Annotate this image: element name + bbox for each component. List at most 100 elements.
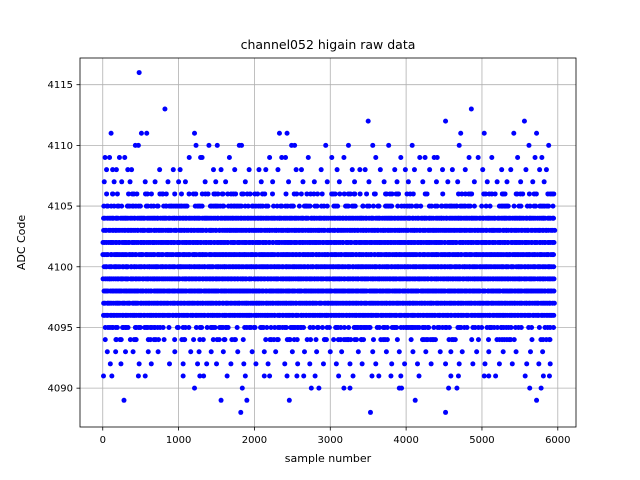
data-point: [114, 324, 120, 330]
data-point: [536, 361, 542, 367]
data-point: [502, 191, 508, 197]
y-tick-label: 4105: [48, 202, 73, 213]
data-point: [197, 373, 203, 379]
y-tick-label: 4100: [48, 262, 73, 273]
data-point: [526, 142, 532, 148]
data-point: [480, 167, 486, 173]
data-point: [346, 324, 352, 330]
data-point: [119, 203, 125, 209]
data-point: [307, 361, 313, 367]
data-point: [239, 142, 245, 148]
data-point: [256, 167, 262, 173]
data-point: [324, 179, 330, 185]
data-point: [220, 349, 226, 355]
data-point: [529, 337, 535, 343]
data-point: [308, 385, 314, 391]
data-point: [235, 349, 241, 355]
data-point: [412, 397, 418, 403]
data-point: [445, 179, 451, 185]
data-point: [204, 361, 210, 367]
data-point: [264, 324, 270, 330]
data-point: [195, 361, 201, 367]
data-point: [182, 337, 188, 343]
data-point: [160, 324, 166, 330]
data-point: [199, 155, 205, 161]
data-point: [546, 373, 552, 379]
data-point: [357, 167, 363, 173]
data-point: [483, 203, 489, 209]
data-point: [494, 179, 500, 185]
data-point: [468, 106, 474, 112]
data-point: [261, 349, 267, 355]
data-point: [119, 179, 125, 185]
data-point: [433, 179, 439, 185]
data-point: [367, 324, 373, 330]
data-point: [529, 324, 535, 330]
data-point: [274, 203, 280, 209]
data-point: [373, 361, 379, 367]
data-point: [455, 373, 461, 379]
data-point: [172, 337, 178, 343]
data-point: [518, 203, 524, 209]
data-point: [192, 130, 198, 136]
data-point: [202, 179, 208, 185]
data-point: [496, 361, 502, 367]
data-point: [345, 203, 351, 209]
data-point: [551, 288, 557, 294]
data-point: [331, 337, 337, 343]
data-point: [301, 349, 307, 355]
data-point: [295, 361, 301, 367]
data-point: [551, 191, 557, 197]
data-point: [252, 324, 258, 330]
data-point: [210, 337, 216, 343]
data-point: [213, 179, 219, 185]
data-point: [470, 361, 476, 367]
data-point: [508, 324, 514, 330]
data-point: [389, 191, 395, 197]
data-point: [534, 130, 540, 136]
data-point: [135, 373, 141, 379]
data-point: [499, 167, 505, 173]
data-point: [222, 337, 228, 343]
data-point: [440, 191, 446, 197]
data-point: [341, 191, 347, 197]
x-tick-label: 5000: [469, 435, 494, 446]
data-point: [440, 167, 446, 173]
data-point: [224, 373, 230, 379]
data-point: [102, 155, 108, 161]
data-point: [186, 191, 192, 197]
data-point: [504, 179, 510, 185]
data-point: [240, 191, 246, 197]
data-point: [347, 385, 353, 391]
data-point: [370, 203, 376, 209]
data-point: [226, 155, 232, 161]
data-point: [452, 337, 458, 343]
data-point: [113, 167, 119, 173]
data-point: [500, 349, 506, 355]
data-point: [352, 203, 358, 209]
data-point: [459, 349, 465, 355]
data-point: [408, 337, 414, 343]
data-point: [345, 142, 351, 148]
data-point: [370, 349, 376, 355]
data-point: [193, 324, 199, 330]
data-point: [332, 191, 338, 197]
x-tick-label: 3000: [318, 435, 343, 446]
data-point: [376, 373, 382, 379]
data-point: [469, 191, 475, 197]
data-point: [481, 130, 487, 136]
data-point: [129, 167, 135, 173]
chart-title: channel052 higain raw data: [241, 37, 416, 52]
data-point: [523, 167, 529, 173]
data-point: [148, 191, 154, 197]
data-point: [394, 324, 400, 330]
data-point: [359, 361, 365, 367]
data-point: [486, 349, 492, 355]
data-point: [314, 349, 320, 355]
data-point: [242, 373, 248, 379]
data-point: [107, 155, 113, 161]
data-point: [369, 373, 375, 379]
data-point: [348, 337, 354, 343]
data-point: [310, 324, 316, 330]
